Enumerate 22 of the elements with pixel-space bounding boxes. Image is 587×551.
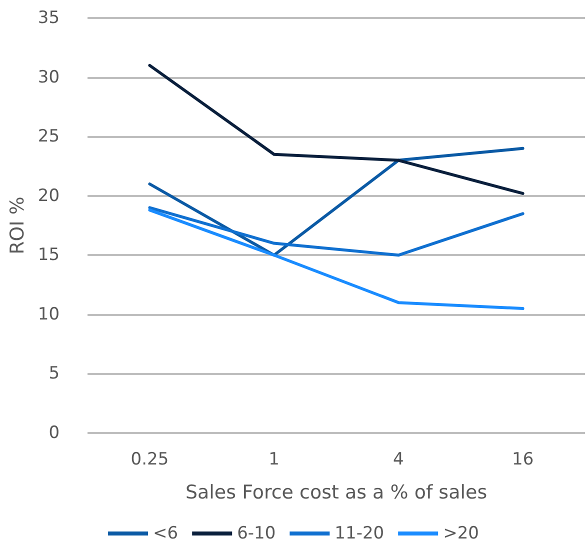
legend-label: <6 (153, 524, 178, 544)
y-tick-label: 15 (38, 245, 60, 266)
y-tick-label: 20 (38, 186, 60, 206)
y-tick-label: 30 (38, 67, 60, 88)
y-tick-label: 0 (48, 423, 60, 443)
y-tick-label: 35 (38, 8, 60, 28)
legend-label: 11-20 (334, 524, 384, 544)
y-tick-label: 5 (48, 364, 60, 384)
line-series (148, 206, 524, 257)
y-tick-label: 25 (38, 126, 60, 147)
x-tick-label: 1 (268, 450, 280, 470)
legend-label: 6-10 (237, 524, 276, 544)
legend-label: >20 (443, 524, 479, 544)
y-tick-label: 10 (38, 304, 60, 324)
line-series (148, 64, 524, 195)
line-series (148, 208, 524, 310)
x-tick-label: 16 (512, 450, 534, 470)
x-axis-title: Sales Force cost as a % of sales (185, 482, 488, 504)
x-tick-label: 0.25 (130, 450, 169, 470)
line-series (148, 146, 524, 257)
x-tick-label: 4 (393, 450, 404, 470)
y-axis-title: ROI % (6, 196, 28, 254)
